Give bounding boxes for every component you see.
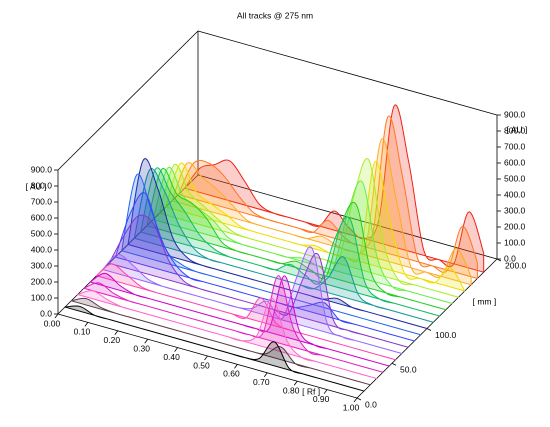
tracks [64, 104, 485, 392]
x-tick [174, 347, 178, 352]
track-curve [89, 272, 390, 367]
x-tick [84, 322, 89, 327]
x-tick [114, 330, 119, 336]
x-tick-label: 0.30 [133, 343, 150, 353]
x-tick-label: 0.20 [104, 335, 121, 345]
track-curve [159, 158, 459, 298]
y2-tick-label: 500.0 [504, 173, 526, 183]
x-tick [263, 372, 268, 378]
x-tick-label: 0.00 [44, 318, 61, 328]
x-tick [323, 389, 328, 394]
x-tick-label: 0.40 [163, 352, 180, 362]
z-tick-label: 50.0 [400, 365, 417, 375]
x-tick [234, 364, 238, 369]
y-tick-label: 700.0 [31, 196, 53, 206]
track-curve [70, 297, 371, 386]
chart-title: All tracks @ 275 nm [237, 10, 313, 20]
track-curve [83, 275, 384, 373]
x-tick-label: 0.70 [253, 377, 270, 387]
x-tick [353, 397, 358, 403]
y2-tick-label: 600.0 [504, 157, 526, 167]
z-tick [426, 328, 432, 331]
y-axis-label: [ AU ] [26, 181, 47, 191]
z-tick [391, 362, 397, 366]
frame-edge [197, 30, 498, 116]
track-curve [96, 263, 396, 361]
track-curve [146, 167, 447, 311]
x-tick [293, 380, 298, 386]
z-tick [356, 397, 362, 401]
z-tick-label: 100.0 [435, 330, 457, 340]
z-axis-label: [ mm ] [473, 296, 497, 306]
y-tick-label: 600.0 [31, 212, 53, 222]
y2-tick-label: 300.0 [504, 205, 526, 215]
y-tick-label: 400.0 [31, 244, 53, 254]
x-tick-label: 0.50 [193, 360, 210, 370]
y2-tick-label: 400.0 [504, 189, 526, 199]
y2-axis-label: [ AU ] [507, 124, 528, 134]
y2-tick-label: 800.0 [504, 125, 526, 135]
x-tick [144, 338, 149, 344]
track-curve [77, 290, 378, 380]
axis-labels: 0.0 0.0 100.0 100.0 200.0 200.0 300.0 300.0 400.… [26, 109, 528, 412]
y2-tick-label: 900.0 [504, 109, 526, 119]
x-axis-label: [ Rf ] [302, 386, 320, 396]
x-tick-label: 0.80 [283, 385, 300, 395]
frame-edge [57, 30, 199, 171]
track-curve [177, 115, 478, 279]
y-tick-label: 100.0 [31, 292, 53, 302]
x-tick [204, 355, 208, 361]
y-tick-label: 800.0 [31, 180, 53, 190]
track-curve [140, 167, 441, 317]
track-curve [133, 168, 434, 323]
y-tick-label: 200.0 [31, 276, 53, 286]
track-curve [114, 192, 415, 342]
z-tick-label: 200.0 [505, 260, 527, 270]
y-tick-label: 900.0 [31, 164, 53, 174]
z-tick [496, 258, 502, 262]
track-curve [165, 161, 466, 292]
y-tick-label: 0.0 [40, 308, 52, 318]
x-tick-label: 1.00 [343, 402, 360, 412]
y-tick-label: 500.0 [31, 228, 53, 238]
x-tick-label: 0.10 [74, 327, 91, 337]
track-curve [64, 305, 365, 392]
y-tick-label: 300.0 [31, 260, 53, 270]
z-tick-label: 0.0 [365, 399, 377, 409]
y2-tick-label: 700.0 [504, 141, 526, 151]
x-tick [54, 313, 59, 319]
y2-tick-label: 0.0 [504, 253, 516, 263]
y2-tick-label: 100.0 [504, 237, 526, 247]
track-curve [152, 166, 453, 304]
x-tick-label: 0.90 [313, 394, 330, 404]
y2-tick-label: 200.0 [504, 221, 526, 231]
x-tick-label: 0.60 [223, 369, 240, 379]
track-curve [184, 104, 485, 273]
track-curve [127, 158, 428, 329]
